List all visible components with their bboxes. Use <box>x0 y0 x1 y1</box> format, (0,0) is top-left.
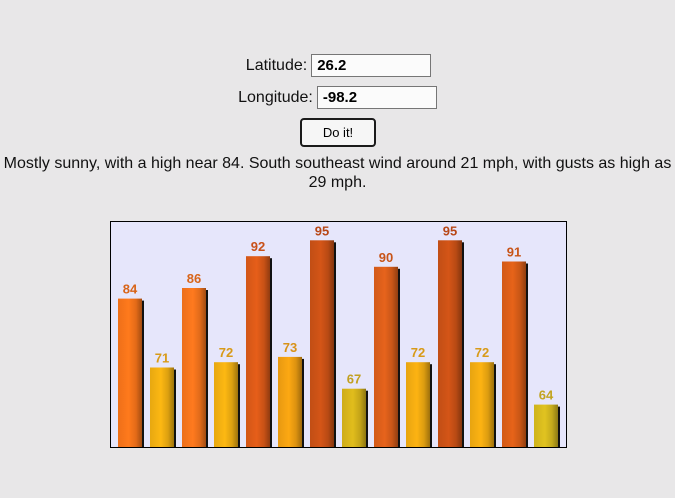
chart-svg: 84 71 86 72 92 73 95 67 90 72 95 72 91 64 <box>118 223 560 447</box>
bar-3 <box>182 288 206 447</box>
bar-1 <box>118 298 142 447</box>
temperature-chart: 84 71 86 72 92 73 95 67 90 72 95 72 91 64 <box>110 221 567 448</box>
bar-5 <box>246 256 270 447</box>
latitude-label: Latitude: <box>245 56 308 74</box>
bar-7 <box>310 240 334 447</box>
bar-12 <box>470 362 494 447</box>
bar-value-label-5: 92 <box>251 239 265 254</box>
latitude-input[interactable] <box>311 54 432 77</box>
bar-value-label-1: 84 <box>123 282 138 297</box>
bar-10 <box>406 362 430 447</box>
bar-value-label-6: 73 <box>283 340 297 355</box>
bar-9 <box>374 266 398 447</box>
bar-11 <box>438 240 462 447</box>
bar-14 <box>534 404 558 447</box>
bar-value-label-12: 72 <box>475 345 489 360</box>
bar-value-label-3: 86 <box>187 271 201 286</box>
bar-value-label-9: 90 <box>379 250 393 265</box>
bar-value-label-13: 91 <box>507 245 521 260</box>
forecast-text: Mostly sunny, with a high near 84. South… <box>3 155 672 191</box>
latitude-row: Latitude: <box>0 54 675 77</box>
bar-6 <box>278 356 302 447</box>
bar-4 <box>214 362 238 447</box>
bar-value-label-14: 64 <box>539 388 554 403</box>
bar-8 <box>342 388 366 447</box>
bar-value-label-2: 71 <box>155 351 169 366</box>
bar-2 <box>150 367 174 447</box>
bar-13 <box>502 261 526 447</box>
bar-value-label-4: 72 <box>219 345 233 360</box>
bar-value-label-7: 95 <box>315 223 329 238</box>
longitude-label: Longitude: <box>238 88 313 106</box>
do-it-button[interactable]: Do it! <box>300 118 376 147</box>
longitude-input[interactable] <box>316 86 437 109</box>
longitude-row: Longitude: <box>0 86 675 109</box>
bar-value-label-11: 95 <box>443 223 457 238</box>
bar-value-label-10: 72 <box>411 345 425 360</box>
bar-value-label-8: 67 <box>347 372 361 387</box>
